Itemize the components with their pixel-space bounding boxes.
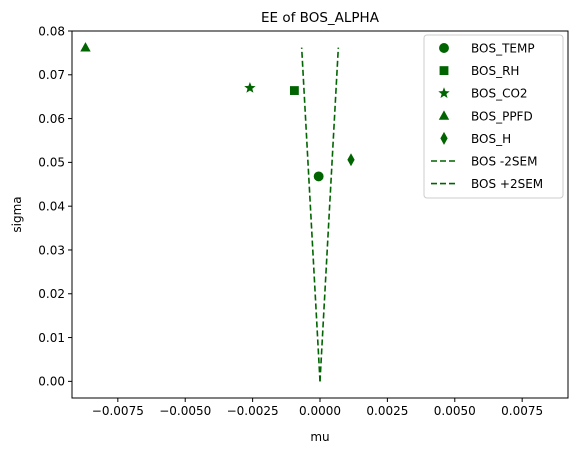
- x-tick-label: −0.0025: [227, 404, 279, 418]
- legend-marker-bos-temp: [439, 43, 449, 53]
- x-axis-label: mu: [310, 430, 329, 444]
- point-bos-ppfd: [80, 42, 91, 52]
- x-tick-label: 0.0050: [434, 404, 476, 418]
- legend-box: [423, 34, 564, 199]
- x-tick-label: −0.0050: [159, 404, 211, 418]
- legend-marker-bos-co2: [438, 87, 450, 99]
- x-tick-label: 0.0000: [299, 404, 341, 418]
- legend-marker-bos-ppfd: [438, 110, 450, 120]
- y-tick-label: 0.01: [38, 331, 65, 345]
- legend-label-bos-ppfd: BOS_PPFD: [471, 109, 533, 123]
- point-bos-h: [347, 153, 355, 167]
- sem-line-2: [319, 47, 340, 382]
- legend-label-bos-h: BOS_H: [471, 132, 511, 146]
- point-bos-rh: [289, 86, 299, 95]
- legend-label-bos-2sem: BOS +2SEM: [471, 177, 543, 191]
- y-tick-label: 0.07: [38, 68, 65, 82]
- y-tick-label: 0.00: [38, 375, 65, 389]
- y-axis-label: sigma: [10, 196, 24, 232]
- legend-label-bos-temp: BOS_TEMP: [471, 42, 535, 56]
- legend-marker-bos-rh: [439, 66, 449, 76]
- legend-label-bos-co2: BOS_CO2: [471, 87, 528, 101]
- y-tick-label: 0.03: [38, 243, 65, 257]
- sem-line-1: [300, 47, 321, 382]
- legend-label-bos-2sem: BOS -2SEM: [471, 155, 537, 169]
- x-tick-label: 0.0075: [501, 404, 543, 418]
- legend: BOS_TEMP BOS_RH BOS_CO2 BOS_PPFD BOS_H BOS -2…: [423, 34, 564, 199]
- sem-lines: [300, 47, 340, 382]
- y-tick-label: 0.06: [38, 112, 65, 126]
- y-tick-label: 0.05: [38, 156, 65, 170]
- data-points: [80, 42, 355, 182]
- y-tick-label: 0.08: [38, 24, 65, 38]
- point-bos-co2: [244, 81, 256, 93]
- legend-label-bos-rh: BOS_RH: [471, 64, 519, 78]
- chart-title: EE of BOS_ALPHA: [261, 10, 380, 26]
- x-axis: −0.0075 −0.0050 −0.0025 0.0000 0.0025 0.0050 0…: [92, 398, 543, 418]
- y-tick-label: 0.04: [38, 199, 65, 213]
- legend-marker-bos-h: [440, 131, 448, 145]
- y-axis: 0.00 0.01 0.02 0.03 0.04 0.05 0.06 0.07 0.08: [38, 24, 72, 389]
- point-bos-temp: [313, 171, 324, 182]
- x-tick-label: −0.0075: [92, 404, 144, 418]
- y-tick-label: 0.02: [38, 287, 65, 301]
- x-tick-label: 0.0025: [366, 404, 408, 418]
